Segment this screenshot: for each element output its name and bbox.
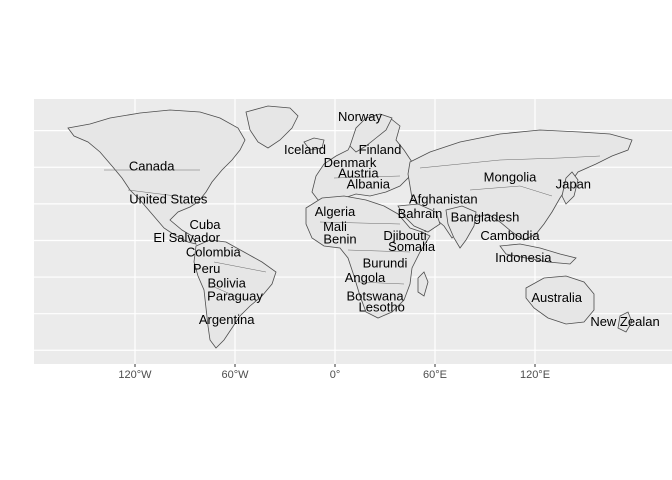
arabian-peninsula-landmass <box>397 203 441 233</box>
country-label: Algeria <box>315 204 356 219</box>
country-label: Afghanistan <box>409 191 478 206</box>
scandinavia-landmass <box>349 113 393 153</box>
north-america-landmass <box>67 109 246 245</box>
country-label: Australia <box>531 290 582 305</box>
country-label: Japan <box>556 177 591 192</box>
country-label: Argentina <box>199 312 255 327</box>
country-label: Cuba <box>189 217 221 232</box>
country-label: Iceland <box>284 142 326 157</box>
country-label: Colombia <box>186 244 242 259</box>
country-label: Indonesia <box>495 250 552 265</box>
x-axis-tick-label: 120°W <box>118 369 152 381</box>
country-label: Mali <box>323 219 347 234</box>
india-landmass <box>445 205 477 249</box>
country-label: United States <box>129 191 208 206</box>
x-axis-tick-label: 60°W <box>221 369 249 381</box>
greenland-landmass <box>245 105 299 149</box>
country-label: Djibouti <box>383 228 426 243</box>
country-label: Finland <box>359 142 402 157</box>
us-mexico-border <box>127 189 177 197</box>
country-label: Bolivia <box>208 276 247 291</box>
central-africa-border <box>347 249 411 253</box>
country-label: Bangladesh <box>451 210 520 225</box>
country-label: Cambodia <box>480 228 540 243</box>
x-axis: 120°W 60°W 0° 60°E 120°E <box>118 364 550 381</box>
country-label: Burundi <box>363 255 408 270</box>
country-label: Austria <box>338 166 379 181</box>
japan-landmass <box>561 171 579 205</box>
country-label: Albania <box>347 177 391 192</box>
country-shapes <box>67 105 633 349</box>
country-label: Canada <box>129 158 175 173</box>
country-label: New Zealan <box>590 314 659 329</box>
country-label: Benin <box>323 232 356 247</box>
china-border <box>469 185 553 197</box>
sahara-border <box>319 221 401 225</box>
europe-border <box>333 175 401 179</box>
indonesia-landmass <box>499 243 577 265</box>
country-label: Botswana <box>346 288 404 303</box>
x-axis-tick-label: 120°E <box>520 369 550 381</box>
country-label: Mongolia <box>484 169 538 184</box>
country-borders <box>104 155 601 301</box>
iceland-landmass <box>303 137 325 151</box>
southern-africa-border <box>357 281 405 285</box>
x-axis-tick-label: 0° <box>330 369 341 381</box>
madagascar-landmass <box>417 271 429 297</box>
south-america-landmass <box>193 239 277 349</box>
country-label: Bahrain <box>398 206 443 221</box>
europe-landmass <box>311 117 413 201</box>
country-label: Peru <box>193 261 220 276</box>
country-label: Denmark <box>324 155 377 170</box>
country-label: Somalia <box>388 239 436 254</box>
africa-landmass <box>305 195 431 319</box>
country-label: Paraguay <box>207 288 263 303</box>
new-zealand-landmass <box>617 311 633 333</box>
andes-border <box>211 285 245 301</box>
country-labels: Norway Iceland FinlandDenmarkAustriaAlbani… <box>129 109 660 329</box>
country-label: Lesotho <box>359 299 405 314</box>
country-label: El Salvador <box>153 230 220 245</box>
x-axis-tick-label: 60°E <box>423 369 447 381</box>
russia-border <box>419 155 601 169</box>
brazil-border <box>213 261 267 273</box>
australia-landmass <box>525 275 595 325</box>
country-label: Norway <box>338 109 383 124</box>
country-label: Angola <box>345 270 386 285</box>
